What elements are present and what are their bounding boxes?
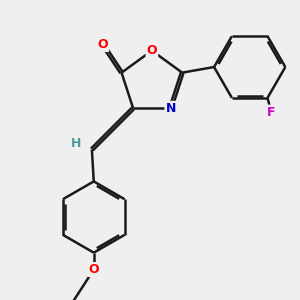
Text: H: H <box>71 137 81 150</box>
Text: O: O <box>98 38 108 51</box>
Text: O: O <box>147 44 157 57</box>
Text: F: F <box>267 106 275 118</box>
Text: N: N <box>165 102 176 115</box>
Text: O: O <box>88 263 99 276</box>
